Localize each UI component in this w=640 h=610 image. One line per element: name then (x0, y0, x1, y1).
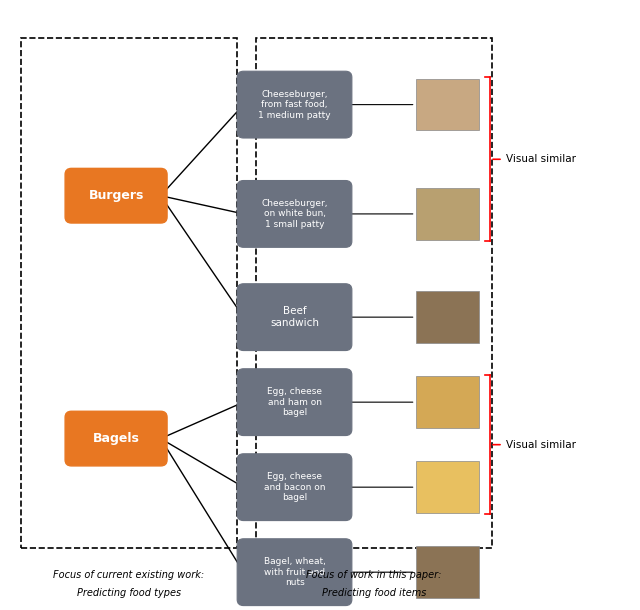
Text: Egg, cheese
and ham on
bagel: Egg, cheese and ham on bagel (267, 387, 322, 417)
FancyBboxPatch shape (237, 454, 352, 520)
FancyBboxPatch shape (65, 168, 167, 223)
FancyBboxPatch shape (237, 71, 352, 138)
Text: Bagel, wheat,
with fruit and
nuts: Bagel, wheat, with fruit and nuts (264, 558, 326, 587)
Text: Visual similar: Visual similar (506, 440, 576, 450)
FancyBboxPatch shape (415, 547, 479, 598)
FancyBboxPatch shape (415, 188, 479, 240)
FancyBboxPatch shape (237, 539, 352, 606)
Text: Predicting food items: Predicting food items (322, 589, 426, 598)
Text: Cheeseburger,
from fast food,
1 medium patty: Cheeseburger, from fast food, 1 medium p… (258, 90, 331, 120)
FancyBboxPatch shape (237, 181, 352, 247)
Text: Bagels: Bagels (93, 432, 140, 445)
FancyBboxPatch shape (415, 461, 479, 513)
Text: Focus of current existing work:: Focus of current existing work: (53, 570, 204, 580)
Text: Visual similar: Visual similar (506, 154, 576, 164)
FancyBboxPatch shape (415, 292, 479, 343)
Text: Burgers: Burgers (88, 189, 144, 202)
Text: Focus of work in this paper:: Focus of work in this paper: (307, 570, 442, 580)
FancyBboxPatch shape (415, 79, 479, 131)
FancyBboxPatch shape (415, 376, 479, 428)
Text: Cheeseburger,
on white bun,
1 small patty: Cheeseburger, on white bun, 1 small patt… (261, 199, 328, 229)
Text: Beef
sandwich: Beef sandwich (270, 306, 319, 328)
Text: Predicting food types: Predicting food types (77, 589, 181, 598)
FancyBboxPatch shape (237, 284, 352, 351)
FancyBboxPatch shape (237, 369, 352, 436)
Text: Egg, cheese
and bacon on
bagel: Egg, cheese and bacon on bagel (264, 472, 325, 502)
FancyBboxPatch shape (65, 411, 167, 466)
